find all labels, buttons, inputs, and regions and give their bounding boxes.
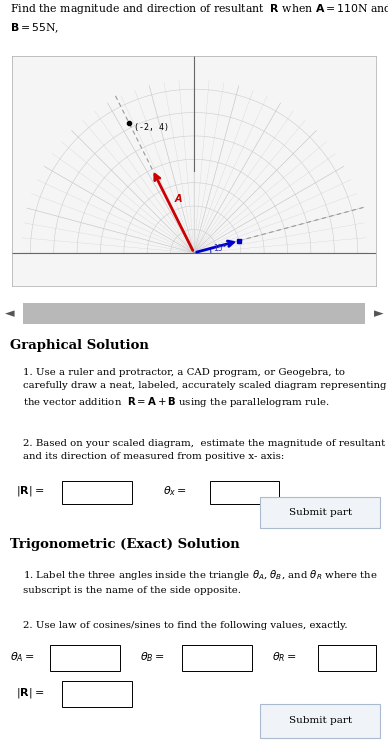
Text: $\theta_R =$: $\theta_R =$: [272, 650, 296, 664]
Text: $\theta_A =$: $\theta_A =$: [10, 650, 35, 664]
FancyBboxPatch shape: [210, 481, 279, 504]
FancyBboxPatch shape: [50, 645, 120, 671]
Text: Submit part: Submit part: [289, 716, 352, 725]
Text: 1. Use a ruler and protractor, a CAD program, or Geogebra, to
carefully draw a n: 1. Use a ruler and protractor, a CAD pro…: [23, 368, 387, 409]
Text: Submit part: Submit part: [289, 507, 352, 517]
FancyBboxPatch shape: [260, 704, 380, 737]
Text: Find the magnitude and direction of resultant  $\mathbf{R}$ when $\mathbf{A}=110: Find the magnitude and direction of resu…: [10, 2, 388, 35]
FancyBboxPatch shape: [62, 682, 132, 707]
Text: $|\mathbf{R}|=$: $|\mathbf{R}|=$: [16, 484, 44, 498]
Text: 15°: 15°: [213, 244, 226, 253]
Text: ◄: ◄: [5, 307, 14, 320]
FancyBboxPatch shape: [62, 481, 132, 504]
Text: A: A: [175, 193, 182, 204]
Text: 2. Use law of cosines/sines to find the following values, exactly.: 2. Use law of cosines/sines to find the …: [23, 621, 348, 630]
Text: 1. Label the three angles inside the triangle $\theta_A$, $\theta_B$, and $\thet: 1. Label the three angles inside the tri…: [23, 568, 378, 594]
Text: $\theta_x =$: $\theta_x =$: [163, 484, 187, 498]
Text: $\theta_B =$: $\theta_B =$: [140, 650, 165, 664]
Text: ►: ►: [374, 307, 383, 320]
Text: Trigonometric (Exact) Solution: Trigonometric (Exact) Solution: [10, 539, 239, 551]
Text: Graphical Solution: Graphical Solution: [10, 339, 149, 352]
FancyBboxPatch shape: [182, 645, 252, 671]
Text: 2. Based on your scaled diagram,  estimate the magnitude of resultant
and its di: 2. Based on your scaled diagram, estimat…: [23, 440, 385, 461]
FancyBboxPatch shape: [318, 645, 376, 671]
Text: (-2, 4): (-2, 4): [134, 123, 170, 132]
Bar: [23, 303, 365, 324]
FancyBboxPatch shape: [260, 496, 380, 528]
Text: $|\mathbf{R}|=$: $|\mathbf{R}|=$: [16, 686, 44, 700]
